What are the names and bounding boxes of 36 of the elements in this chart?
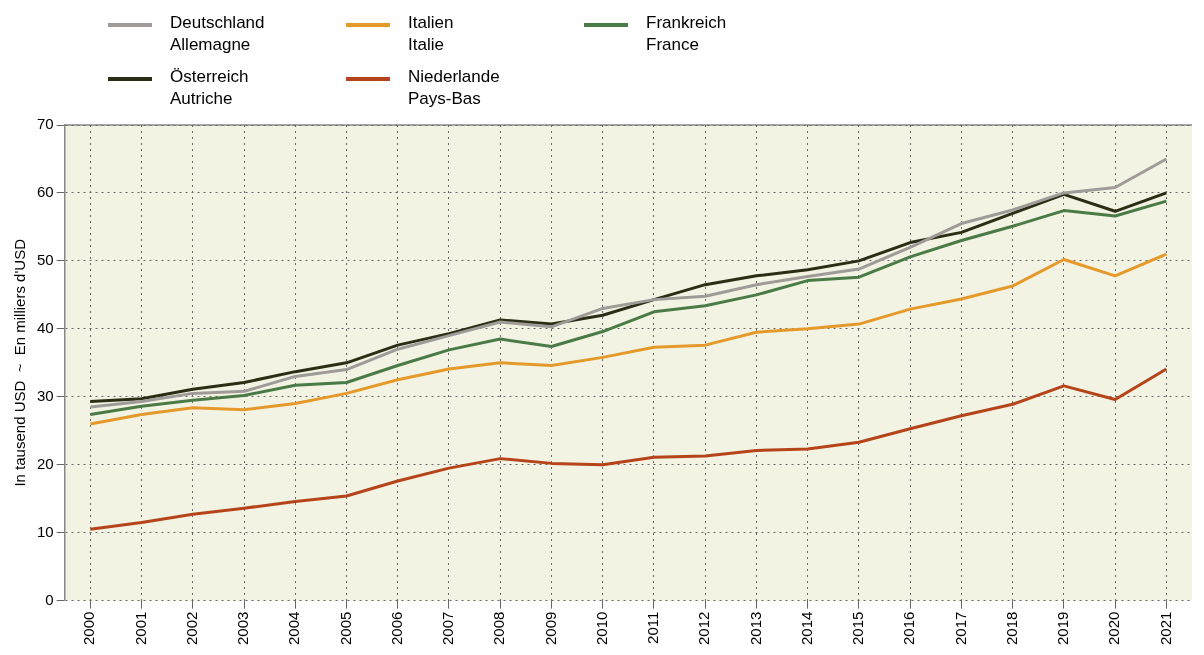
x-tick-label: 2000 [80, 611, 98, 646]
x-tick-label: 2008 [490, 611, 508, 646]
y-axis-title: In tausend USD ~ En milliers d'USD [11, 238, 29, 487]
y-tick-label: 0 [45, 590, 54, 608]
y-tick-label: 10 [37, 522, 54, 540]
x-tick-label: 2017 [951, 611, 969, 646]
x-tick-label: 2014 [797, 611, 815, 646]
x-tick-label: 2011 [644, 611, 662, 644]
x-tick-label: 2016 [900, 611, 918, 646]
legend-label: Niederlande Pays-Bas [408, 66, 500, 110]
x-tick-label: 2021 [1156, 611, 1174, 646]
x-tick-label: 2015 [849, 611, 867, 646]
legend-label: Österreich Autriche [170, 66, 249, 110]
x-tick-label: 2003 [234, 611, 252, 646]
y-tick-label: 20 [37, 454, 54, 472]
x-tick-label: 2004 [285, 611, 303, 646]
legend-label: Deutschland Allemagne [170, 12, 265, 56]
x-tick-label: 2005 [336, 611, 354, 646]
x-tick-label: 2012 [695, 611, 713, 646]
y-tick-label: 70 [37, 115, 54, 133]
legend-label: Italien Italie [408, 12, 454, 56]
x-tick-label: 2019 [1054, 611, 1072, 646]
y-tick-label: 30 [37, 386, 54, 404]
x-tick-label: 2007 [439, 611, 457, 646]
x-tick-label: 2006 [387, 611, 405, 646]
x-tick-label: 2013 [746, 611, 764, 646]
y-tick-label: 40 [37, 318, 54, 336]
x-tick-label: 2001 [131, 611, 149, 646]
y-tick-label: 50 [37, 251, 54, 269]
x-tick-label: 2020 [1105, 611, 1123, 646]
legend-label: Frankreich France [646, 12, 727, 56]
x-tick-label: 2010 [592, 611, 610, 646]
x-tick-label: 2009 [541, 611, 559, 646]
x-tick-label: 2018 [1002, 611, 1020, 646]
y-tick-label: 60 [37, 183, 54, 201]
x-tick-label: 2002 [182, 611, 200, 646]
